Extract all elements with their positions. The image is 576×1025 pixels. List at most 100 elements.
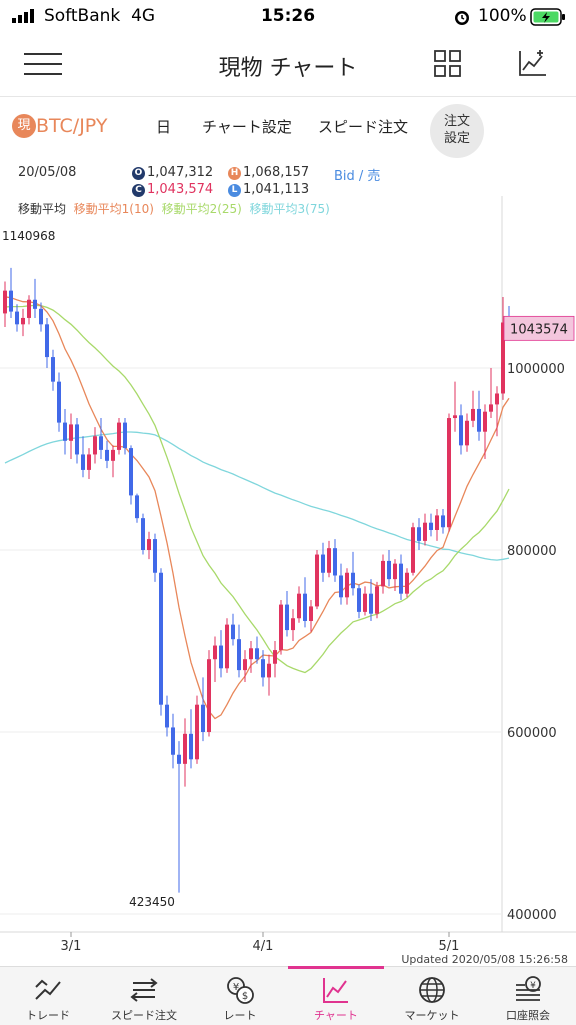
candle-body: [93, 436, 97, 455]
timeframe-button[interactable]: 日: [156, 118, 172, 136]
candle-body: [141, 518, 145, 550]
ma-label: 移動平均: [18, 202, 67, 216]
tab-rate[interactable]: ¥ $ レート: [192, 967, 288, 1025]
candle-body: [351, 572, 355, 589]
candle: [399, 554, 403, 601]
grid-layout-icon[interactable]: [434, 50, 462, 78]
tab-chart[interactable]: チャート: [288, 967, 384, 1025]
candle-body: [153, 539, 157, 573]
speed-order-icon: [130, 978, 158, 1002]
candle: [327, 540, 331, 578]
candle: [111, 445, 115, 478]
order-settings-button[interactable]: 注文 設定: [430, 104, 484, 158]
candle: [141, 513, 145, 555]
candle: [9, 267, 13, 318]
candle-body: [477, 408, 481, 432]
candle-body: [399, 563, 403, 594]
candle: [411, 522, 415, 576]
y-tick-label: 800000: [507, 544, 557, 559]
candle: [357, 584, 361, 619]
candle: [339, 563, 343, 605]
candle-body: [183, 733, 187, 764]
signal-icon: [12, 9, 34, 23]
candle: [381, 554, 385, 594]
candle-body: [441, 515, 445, 528]
candle: [93, 427, 97, 464]
candle: [153, 533, 157, 582]
tab-market[interactable]: マーケット: [384, 967, 480, 1025]
candle: [81, 436, 85, 478]
candle: [393, 559, 397, 591]
candle-body: [459, 415, 463, 446]
candle: [387, 550, 391, 587]
candle: [261, 650, 265, 687]
candle: [183, 718, 187, 787]
chart-draw-icon[interactable]: [518, 48, 548, 78]
candle-body: [411, 527, 415, 573]
battery-icon: [530, 8, 565, 26]
tab-trade[interactable]: トレード: [0, 967, 96, 1025]
candle-body: [285, 604, 289, 631]
candle: [303, 577, 307, 628]
svg-text:¥: ¥: [530, 981, 536, 991]
candle-body: [51, 357, 55, 382]
candle-body: [501, 322, 505, 394]
candle: [345, 568, 349, 605]
candle: [369, 579, 373, 621]
candle: [117, 418, 121, 455]
candle-body: [129, 448, 133, 496]
candle-body: [345, 572, 349, 598]
speed-order-button[interactable]: スピード注文: [318, 118, 409, 136]
candle-body: [327, 548, 331, 573]
candle-body: [303, 593, 307, 621]
active-tab-indicator: [288, 966, 384, 969]
candle: [429, 513, 433, 537]
candle: [237, 624, 241, 678]
candle-body: [489, 404, 493, 412]
candle: [51, 349, 55, 391]
ma2-line: [4, 304, 510, 674]
candle-body: [159, 572, 163, 705]
candle: [279, 600, 283, 655]
x-tick-label: 3/1: [61, 939, 82, 954]
status-bar: SoftBank 4G 15:26 100%: [0, 0, 576, 34]
candle: [105, 440, 109, 469]
candle-body: [147, 539, 151, 550]
alarm-icon: [455, 11, 469, 25]
chart-settings-button[interactable]: チャート設定: [202, 118, 292, 136]
chart-toolbar: 現 BTC/JPY 日 チャート設定 スピード注文 注文 設定: [0, 100, 576, 158]
candle-body: [231, 624, 235, 640]
nav-bar: 現物 チャート: [0, 34, 576, 97]
candle-body: [39, 308, 43, 325]
tab-account[interactable]: ¥ 口座照会: [480, 967, 576, 1025]
tab-speed-order[interactable]: スピード注文: [96, 967, 192, 1025]
page-title: 現物 チャート: [218, 56, 358, 81]
candle: [471, 390, 475, 428]
x-tick-label: 5/1: [439, 939, 460, 954]
candle: [309, 600, 313, 632]
date-label: 20/05/08: [18, 165, 77, 180]
candle: [417, 518, 421, 550]
current-price-tag: [503, 315, 575, 341]
pair-selector[interactable]: 現 BTC/JPY: [12, 114, 107, 140]
candle: [21, 308, 25, 337]
candle: [315, 550, 319, 610]
hamburger-icon[interactable]: [24, 52, 64, 76]
candle-body: [417, 527, 421, 541]
candle-body: [195, 704, 199, 760]
candle-body: [339, 575, 343, 598]
candle: [285, 590, 289, 637]
candle: [249, 641, 253, 673]
y-tick-label: 1000000: [507, 362, 565, 377]
candle: [363, 586, 367, 616]
price-chart[interactable]: 1000000 800000 600000 400000 3/1 4/1 5/1 114096…: [0, 196, 576, 966]
candle-body: [219, 645, 223, 669]
candle: [243, 650, 247, 682]
candle: [123, 418, 127, 455]
candle: [165, 695, 169, 737]
candle-body: [57, 381, 61, 423]
candle-body: [471, 408, 475, 421]
candle: [171, 713, 175, 769]
candle-body: [99, 436, 103, 450]
candle-body: [111, 449, 115, 461]
